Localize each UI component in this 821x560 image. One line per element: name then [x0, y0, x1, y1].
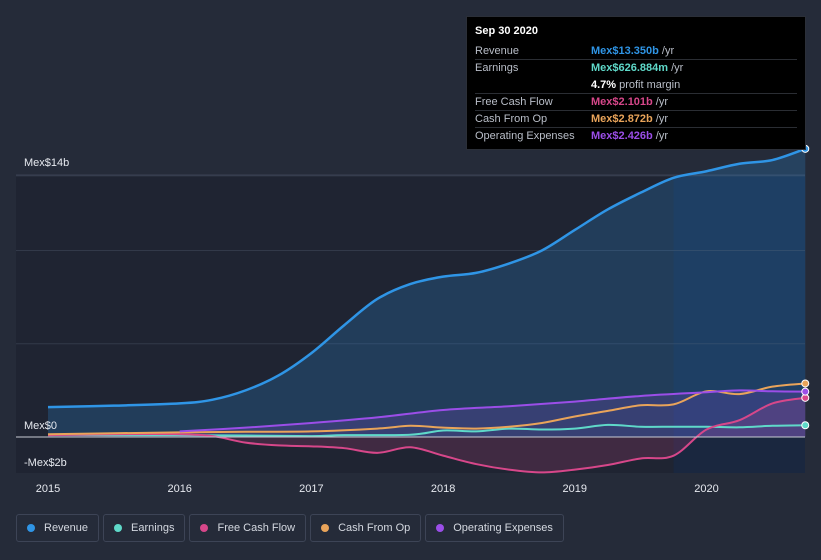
plot-background — [16, 175, 805, 473]
x-tick-label: 2018 — [431, 483, 455, 495]
series-area-operating-expenses — [179, 390, 806, 437]
tooltip-unit: /yr — [671, 62, 684, 74]
tooltip-value: Mex$13.350b — [591, 44, 659, 57]
legend-item-cash-from-op[interactable]: Cash From Op — [310, 514, 422, 542]
tooltip-unit: profit margin — [619, 78, 681, 91]
y-tick-label: Mex$0 — [24, 420, 57, 432]
tooltip-unit: /yr — [655, 96, 668, 108]
legend-item-free-cash-flow[interactable]: Free Cash Flow — [189, 514, 307, 542]
y-tick-label: -Mex$2b — [24, 457, 67, 469]
series-endpoint-earnings — [801, 421, 810, 430]
series-area-revenue — [48, 148, 806, 438]
highlight-region — [673, 175, 805, 473]
tooltip-value: Mex$2.101b — [591, 96, 653, 108]
legend-item-revenue[interactable]: Revenue — [16, 514, 100, 542]
tooltip-label: Cash From Op — [475, 113, 548, 125]
tooltip-unit: /yr — [655, 113, 668, 125]
x-tick-label: 2016 — [167, 483, 191, 495]
x-tick-label: 2020 — [694, 483, 718, 495]
x-tick-label: 2019 — [563, 483, 587, 495]
series-line-revenue — [47, 147, 806, 409]
series-line-operating-expenses — [179, 389, 806, 433]
tooltip-row-revenue: Revenue Mex$13.350b /yr — [475, 42, 797, 59]
tooltip-row-operating-expenses: Operating Expenses Mex$2.426b /yr — [475, 127, 797, 144]
tooltip-unit: /yr — [661, 44, 675, 57]
legend-dot-icon — [200, 524, 209, 532]
tooltip-row-free-cash-flow: Free Cash Flow Mex$2.101b /yr — [475, 93, 797, 110]
series-line-earnings — [47, 423, 806, 438]
tooltip-unit: /yr — [655, 130, 668, 142]
legend-label: Earnings — [131, 522, 175, 534]
x-tick-label: 2017 — [299, 483, 323, 495]
legend-dot-icon — [114, 524, 123, 532]
legend-dot-icon — [321, 524, 330, 532]
legend-item-operating-expenses[interactable]: Operating Expenses — [425, 514, 564, 542]
series-line-free-cash-flow — [47, 396, 806, 474]
legend-label: Free Cash Flow — [217, 522, 296, 534]
tooltip-value: Mex$626.884m — [591, 62, 669, 74]
legend-item-earnings[interactable]: Earnings — [103, 514, 186, 542]
tooltip-label: Earnings — [475, 62, 519, 74]
x-tick-label: 2015 — [36, 483, 60, 495]
y-tick-label: Mex$14b — [24, 157, 69, 169]
tooltip-row-cash-from-op: Cash From Op Mex$2.872b /yr — [475, 110, 797, 127]
chart-area: Mex$14b Mex$0 -Mex$2b 2015 2016 2017 2018 2019… — [16, 144, 810, 495]
tooltip-row-earnings: Earnings Mex$626.884m /yr — [475, 59, 797, 76]
tooltip-row-profit-margin: 4.7% profit margin — [475, 76, 797, 93]
legend-dot-icon — [436, 524, 445, 532]
tooltip-date: Sep 30 2020 — [475, 25, 538, 37]
tooltip-label: Operating Expenses — [475, 130, 575, 142]
series-endpoint-operating-expenses — [801, 387, 810, 396]
tooltip-value: Mex$2.872b — [591, 113, 653, 125]
series-endpoint-cash-from-op — [801, 379, 810, 388]
legend: Revenue Earnings Free Cash Flow Cash Fro… — [16, 514, 564, 542]
tooltip-value: 4.7% — [591, 78, 617, 91]
tooltip-value: Mex$2.426b — [591, 130, 653, 142]
legend-label: Revenue — [44, 522, 89, 534]
series-area-free-cash-flow — [48, 397, 806, 473]
tooltip-panel: Sep 30 2020 Revenue Mex$13.350b /yr Earn… — [466, 16, 806, 150]
legend-dot-icon — [27, 524, 35, 532]
tooltip-label: Revenue — [475, 44, 520, 57]
legend-label: Cash From Op — [338, 522, 411, 534]
legend-label: Operating Expenses — [453, 522, 553, 534]
tooltip-label: Free Cash Flow — [475, 96, 553, 108]
